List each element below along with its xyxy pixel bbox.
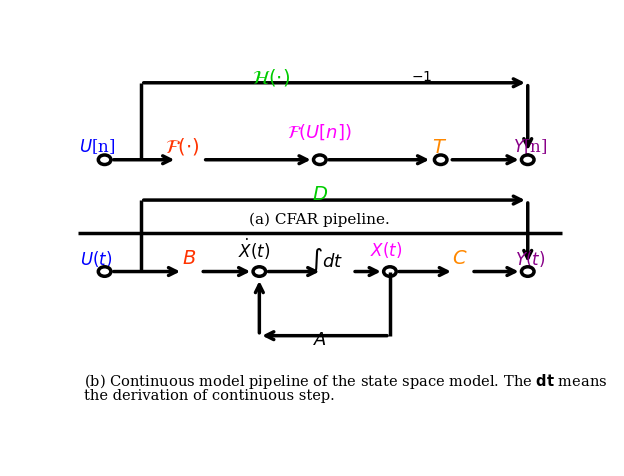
- Text: $\mathit{D}$: $\mathit{D}$: [312, 186, 328, 204]
- Text: $\mathcal{F}(\mathit{U}[n])$: $\mathcal{F}(\mathit{U}[n])$: [288, 122, 352, 142]
- Text: $\mathit{X}(t)$: $\mathit{X}(t)$: [371, 239, 402, 259]
- Text: $\mathit{B}$: $\mathit{B}$: [182, 250, 197, 268]
- Text: (a) CFAR pipeline.: (a) CFAR pipeline.: [250, 213, 390, 228]
- Text: $\int dt$: $\int dt$: [309, 246, 343, 274]
- Text: the derivation of continuous step.: the derivation of continuous step.: [84, 389, 334, 403]
- Text: $\mathit{U}$[n]: $\mathit{U}$[n]: [79, 138, 115, 156]
- Text: $\mathit{A}$: $\mathit{A}$: [313, 331, 327, 349]
- Text: $\mathit{T}$: $\mathit{T}$: [432, 139, 447, 157]
- Text: $\dot{\mathit{X}}(t)$: $\dot{\mathit{X}}(t)$: [238, 237, 271, 262]
- Text: (b) Continuous model pipeline of the state space model. The $\mathbf{dt}$ means: (b) Continuous model pipeline of the sta…: [84, 372, 607, 391]
- Text: $\mathit{Y}$[n]: $\mathit{Y}$[n]: [513, 138, 547, 156]
- Text: $\mathit{Y}(t)$: $\mathit{Y}(t)$: [515, 248, 545, 269]
- Text: $\mathcal{F}(\cdot)$: $\mathcal{F}(\cdot)$: [165, 137, 199, 158]
- Text: $\mathit{U}(t)$: $\mathit{U}(t)$: [80, 248, 112, 269]
- Text: $-1$: $-1$: [411, 70, 432, 84]
- Text: $\mathit{C}$: $\mathit{C}$: [452, 250, 468, 268]
- Text: $\mathcal{H}(\cdot)$: $\mathcal{H}(\cdot)$: [253, 67, 290, 88]
